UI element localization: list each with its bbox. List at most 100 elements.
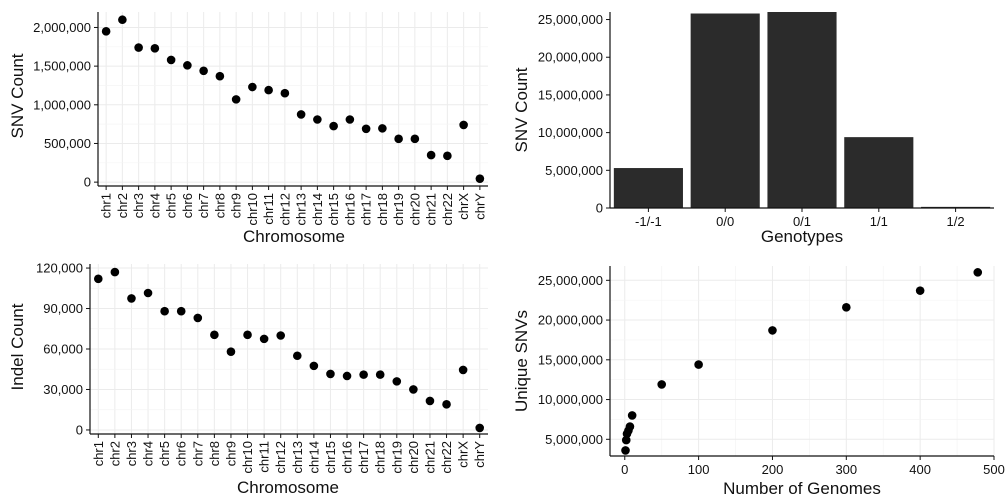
y-tick-label: 2,000,000: [33, 20, 91, 35]
x-tick-label: chr10: [245, 193, 260, 226]
data-point: [694, 360, 703, 369]
y-tick-label: 10,000,000: [538, 125, 603, 140]
x-tick-label: chr8: [207, 441, 222, 466]
x-tick-label: chrX: [456, 193, 471, 220]
x-axis-title: Number of Genomes: [723, 479, 881, 498]
x-tick-label: 1/2: [947, 214, 965, 229]
x-tick-label: chr13: [290, 441, 305, 474]
x-tick-label: chr16: [340, 441, 355, 474]
x-tick-label: chrX: [456, 441, 471, 468]
x-axis-title: Genotypes: [761, 227, 843, 246]
y-tick-label: 1,000,000: [33, 97, 91, 112]
data-point: [342, 371, 352, 381]
data-point: [309, 361, 319, 371]
panel-snv-by-genotype: Genotypes SNV Count 0 5,000,000 10,000,000…: [512, 12, 994, 246]
y-axis-title: Unique SNVs: [512, 310, 531, 412]
x-tick-label: 1/1: [870, 214, 888, 229]
data-point: [160, 306, 169, 316]
data-point: [475, 423, 485, 433]
data-point: [627, 411, 637, 420]
y-axis-title: SNV Count: [8, 53, 27, 138]
x-tick-label: 0/0: [716, 214, 734, 229]
data-point: [326, 369, 335, 379]
x-tick-label: chr22: [440, 193, 455, 226]
y-tick-label: 5,000,000: [545, 163, 603, 178]
data-point: [243, 330, 252, 340]
data-point: [361, 124, 371, 134]
x-tick-label: chr11: [261, 193, 276, 225]
data-point: [459, 120, 468, 130]
x-tick-label: chr17: [359, 193, 374, 226]
data-point: [183, 61, 192, 70]
data-point: [475, 174, 485, 183]
y-tick-label: 20,000,000: [538, 313, 603, 328]
data-point: [264, 85, 273, 95]
y-tick-label: 20,000,000: [538, 50, 603, 65]
x-tick-label: 400: [909, 462, 931, 477]
x-tick-label: chr6: [174, 441, 189, 466]
x-tick-label: -1/-1: [635, 214, 662, 229]
x-tick-label: chr14: [310, 193, 325, 226]
data-point: [359, 370, 368, 379]
x-tick-label: chr2: [115, 193, 130, 218]
data-point: [410, 134, 420, 144]
data-point: [657, 380, 666, 389]
data-point: [768, 326, 777, 335]
x-tick-label: chr3: [131, 193, 146, 218]
data-point: [150, 44, 160, 53]
x-tick-label: chr1: [99, 193, 114, 218]
x-tick-label: chr15: [323, 441, 338, 474]
x-tick-label: chr9: [229, 193, 244, 218]
x-tick-label: chr15: [326, 193, 341, 226]
data-point: [378, 124, 387, 133]
bar: [767, 12, 837, 208]
x-tick-label: chr18: [375, 193, 390, 226]
data-point: [215, 71, 225, 81]
data-point: [166, 55, 176, 65]
data-point: [127, 294, 136, 303]
y-tick-label: 1,500,000: [33, 59, 91, 74]
x-tick-label: chr3: [124, 441, 139, 466]
data-point: [210, 330, 219, 340]
y-tick-label: 15,000,000: [538, 352, 603, 367]
data-point: [842, 303, 851, 312]
x-tick-label: 300: [835, 462, 857, 477]
x-tick-label: 0: [621, 462, 628, 477]
data-point: [426, 150, 436, 160]
x-tick-label: chr11: [257, 441, 272, 473]
x-tick-label: chr20: [407, 193, 422, 226]
data-point: [313, 115, 322, 124]
data-point: [973, 268, 983, 277]
y-axis-title: Indel Count: [8, 303, 27, 390]
x-tick-label: chr19: [391, 193, 406, 226]
y-axis-title: SNV Count: [512, 67, 531, 152]
x-tick-label: chrY: [472, 441, 487, 468]
y-tick-label: 500,000: [44, 136, 91, 151]
y-tick-label: 90,000: [43, 301, 83, 316]
x-tick-label: chr1: [91, 441, 106, 466]
x-tick-label: chr20: [406, 441, 421, 474]
data-point: [625, 422, 635, 431]
x-tick-label: chr9: [223, 441, 238, 466]
y-tick-label: 5,000,000: [545, 432, 603, 447]
x-tick-label: chr22: [439, 441, 454, 474]
bar: [844, 137, 914, 208]
x-tick-label: 500: [983, 462, 1005, 477]
x-tick-label: chr2: [107, 441, 122, 466]
x-tick-label: chrY: [472, 193, 487, 220]
data-point: [193, 313, 203, 323]
data-point: [101, 27, 111, 36]
x-tick-label: chr18: [373, 441, 388, 474]
data-point: [345, 115, 355, 124]
y-tick-label: 60,000: [43, 342, 83, 357]
x-tick-label: 0/1: [793, 214, 811, 229]
data-point: [118, 15, 127, 25]
x-tick-label: chr17: [356, 441, 371, 474]
data-point: [394, 134, 403, 144]
data-point: [93, 274, 103, 284]
x-tick-label: chr21: [422, 441, 437, 474]
bar: [613, 168, 683, 208]
data-point: [143, 288, 153, 298]
y-tick-label: 25,000,000: [538, 273, 603, 288]
data-point: [409, 385, 418, 394]
